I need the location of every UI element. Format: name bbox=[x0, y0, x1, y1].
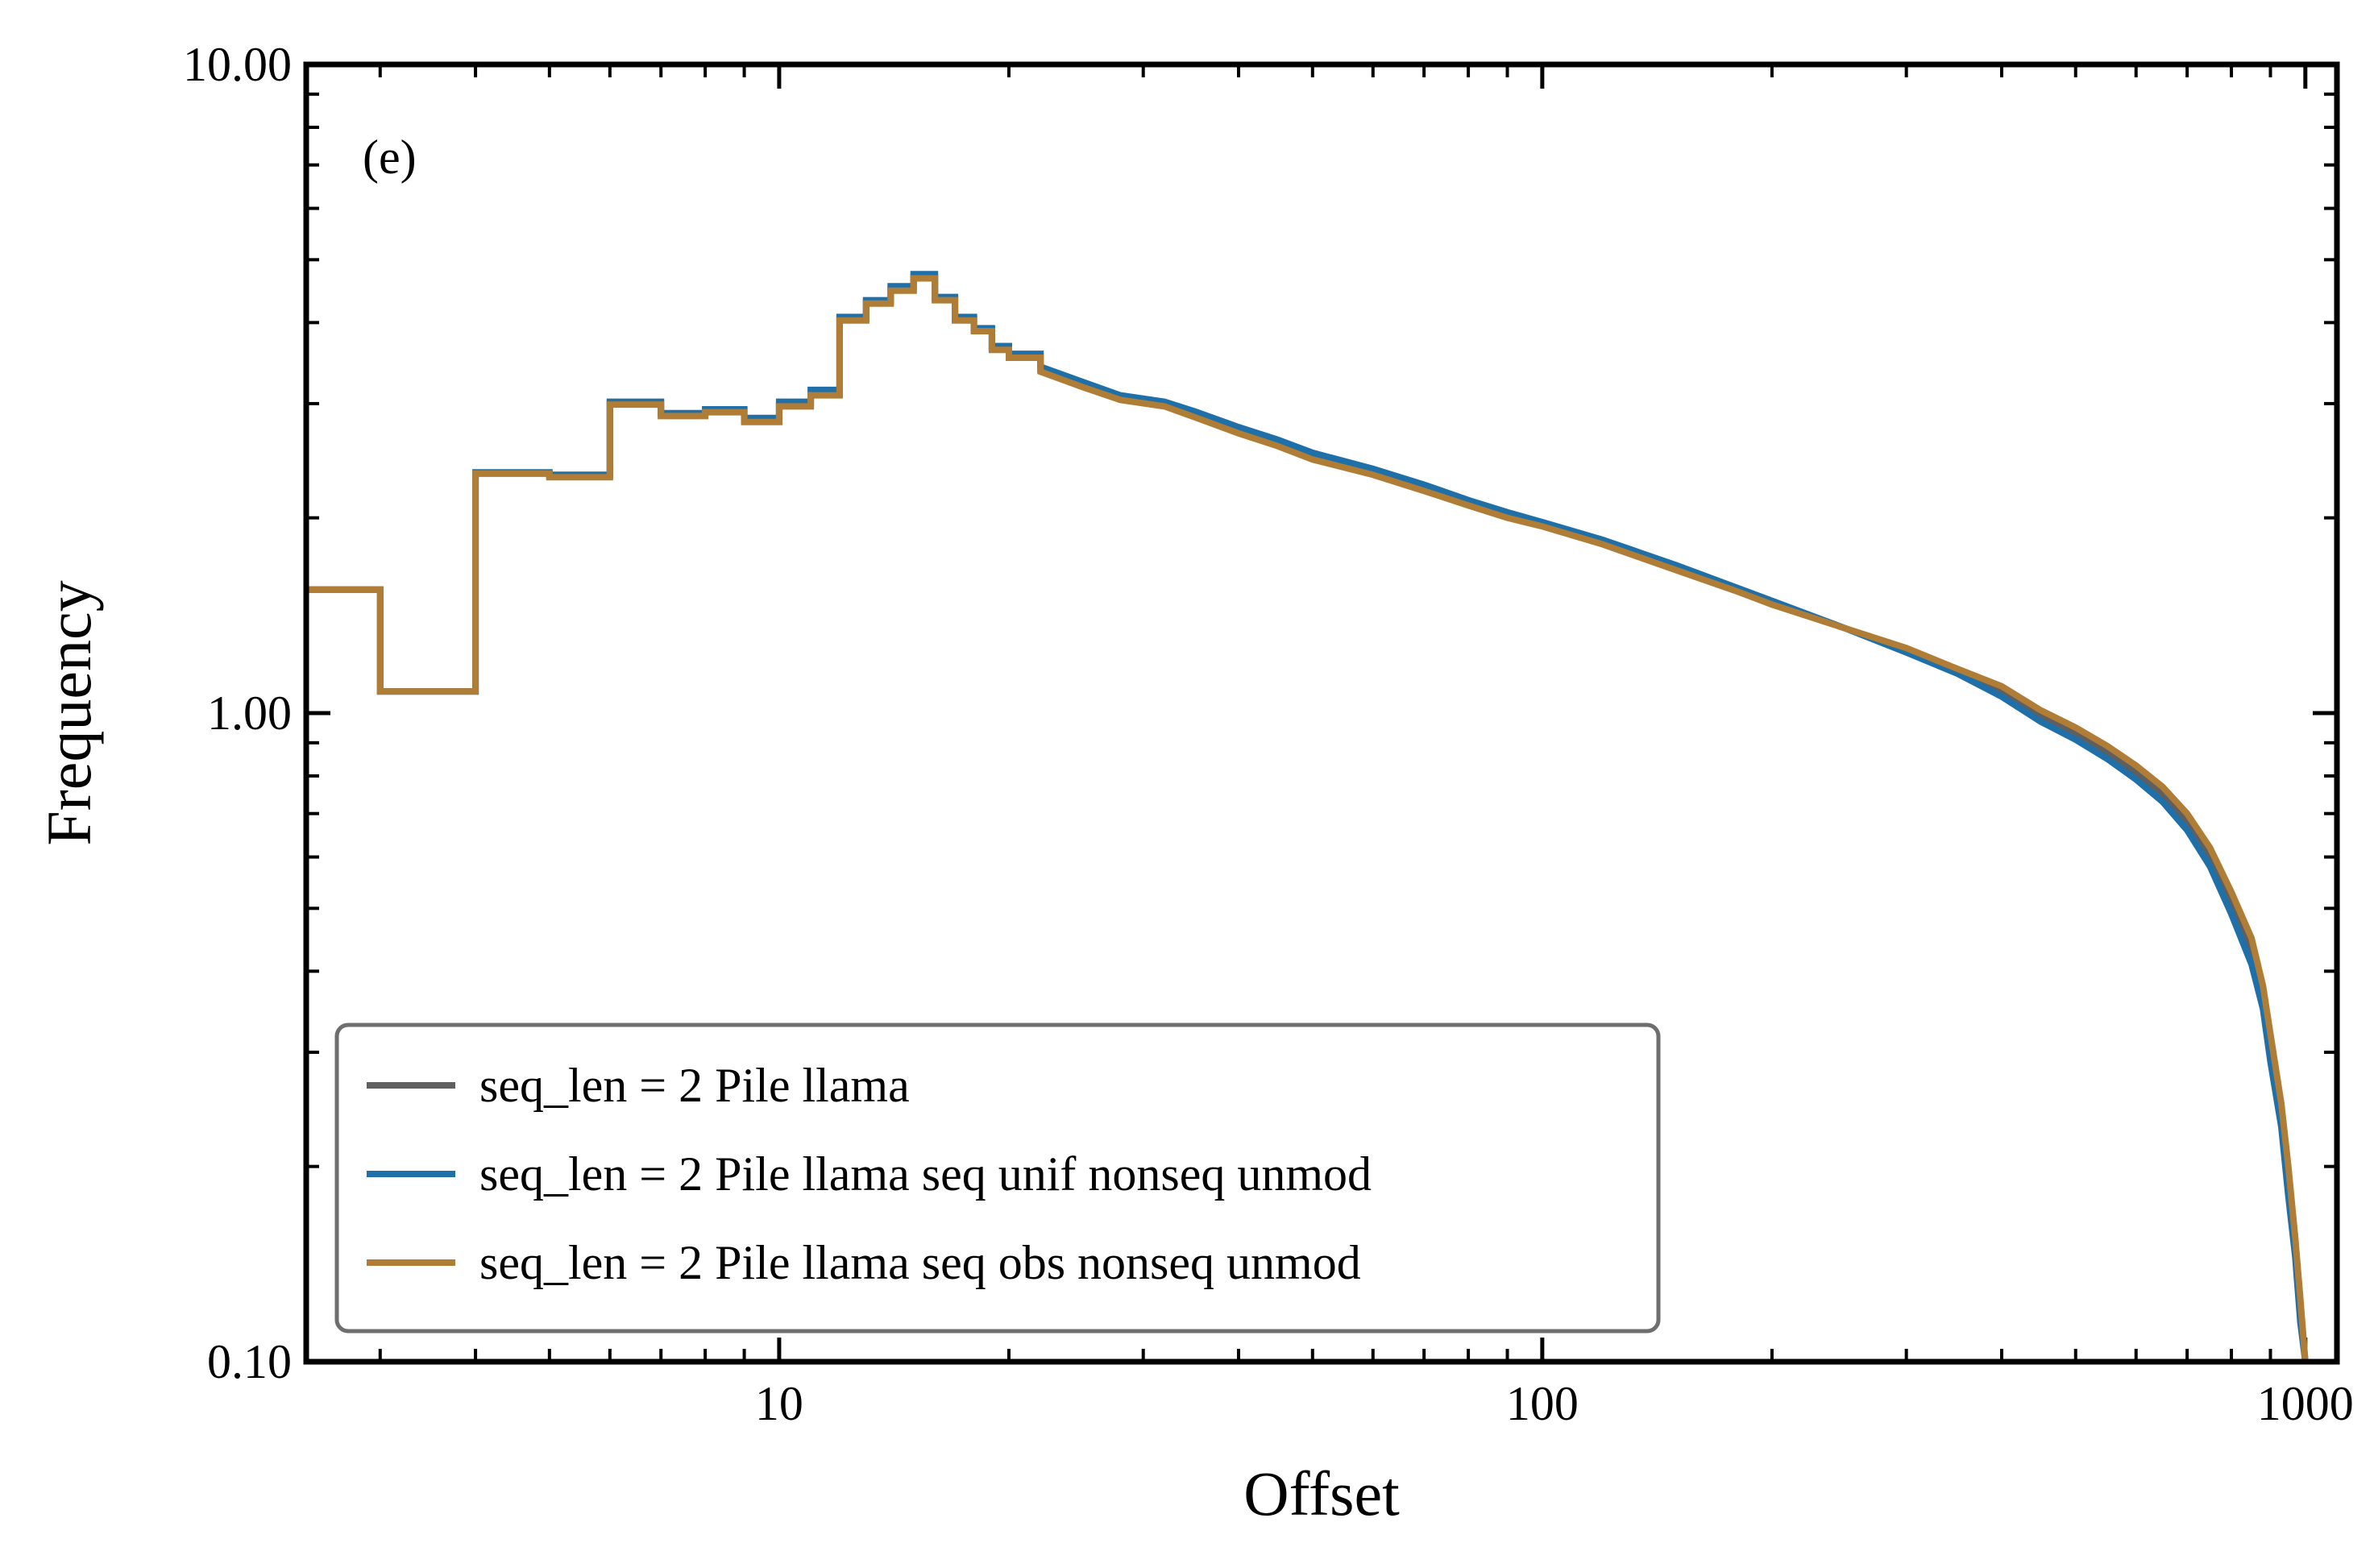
series-line-3 bbox=[306, 275, 2309, 1363]
x-tick-label: 10 bbox=[755, 1377, 803, 1430]
legend-label-3: seq_len = 2 Pile llama seq obs nonseq un… bbox=[479, 1236, 1361, 1289]
y-tick-label: 0.10 bbox=[207, 1335, 292, 1388]
plot-frame bbox=[303, 61, 2340, 1365]
y-axis-label: Frequency bbox=[34, 580, 104, 845]
y-tick-label: 1.00 bbox=[207, 687, 292, 740]
legend-label-1: seq_len = 2 Pile llama bbox=[479, 1059, 910, 1112]
x-tick-label: 100 bbox=[1506, 1377, 1579, 1430]
y-tick-label: 10.00 bbox=[183, 38, 292, 91]
legend-entries: seq_len = 2 Pile llama seq_len = 2 Pile l… bbox=[367, 1059, 1372, 1289]
legend-box bbox=[334, 1023, 1661, 1334]
x-axis-label: Offset bbox=[1243, 1458, 1400, 1529]
panel-label: (e) bbox=[363, 131, 417, 184]
legend-label-2: seq_len = 2 Pile llama seq unif nonseq u… bbox=[479, 1147, 1372, 1201]
legend: seq_len = 2 Pile llama seq_len = 2 Pile l… bbox=[334, 1023, 1661, 1334]
plot-lines bbox=[306, 271, 2309, 1363]
tick-labels: 10 100 1000 0.10 1.00 10.00 bbox=[183, 38, 2354, 1430]
x-tick-label: 1000 bbox=[2257, 1377, 2354, 1430]
